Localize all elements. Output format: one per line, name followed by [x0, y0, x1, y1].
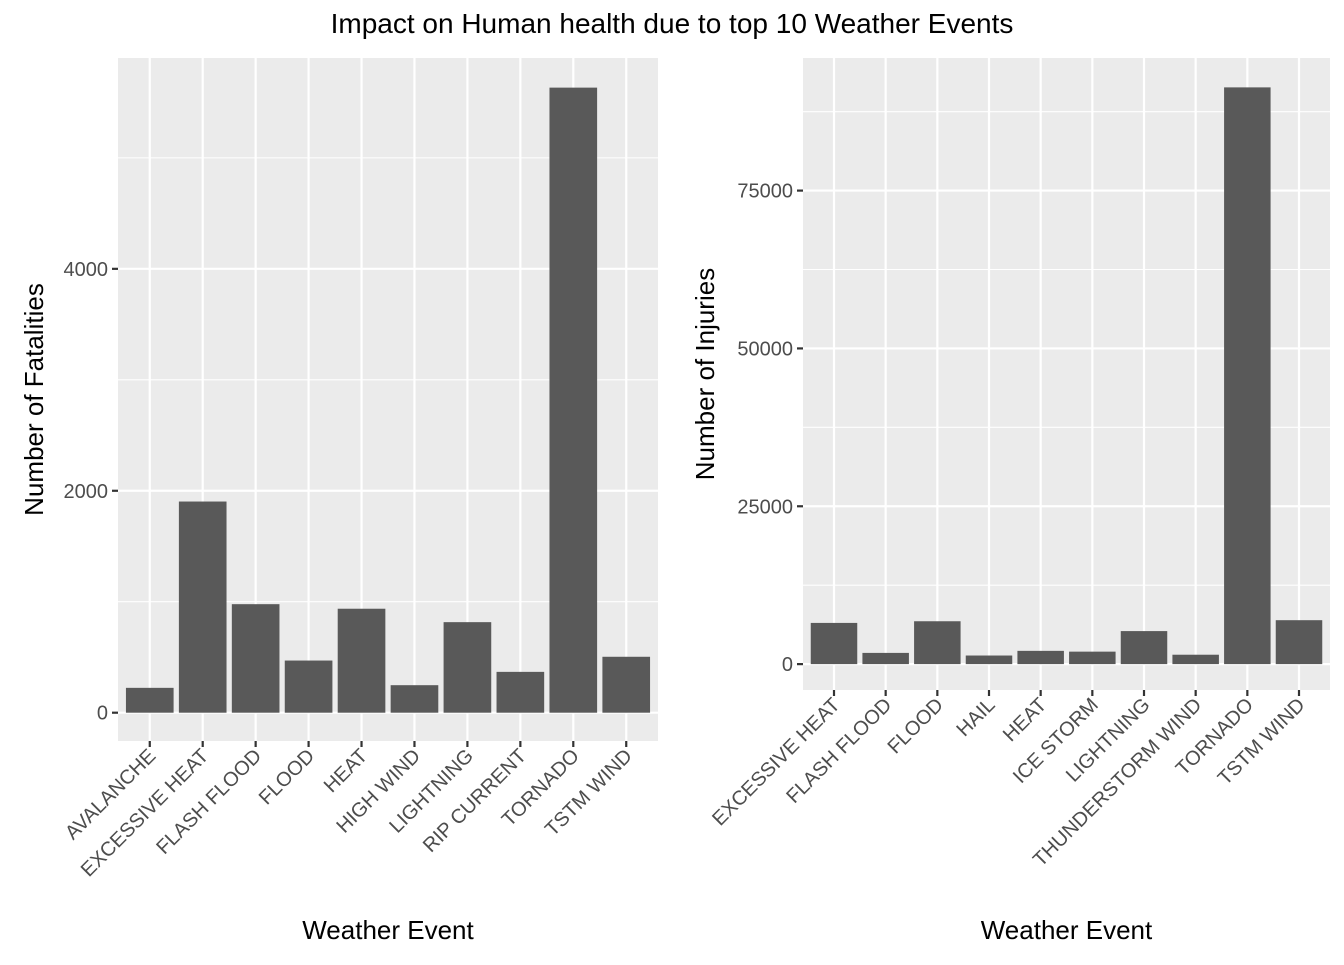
- bar-heat: [337, 608, 386, 713]
- y-tick-label: 50000: [737, 338, 793, 360]
- bar-flood: [914, 621, 961, 665]
- bar-rip-current: [496, 671, 545, 713]
- bar-tornado: [1224, 87, 1271, 665]
- y-tick-label: 4000: [64, 259, 109, 281]
- bar-hail: [965, 655, 1013, 665]
- bar-excessive-heat: [178, 501, 227, 713]
- bar-tornado: [549, 87, 598, 713]
- bar-tstm-wind: [602, 656, 651, 713]
- x-tick-label-hail: HAIL: [953, 694, 1000, 741]
- bar-excessive-heat: [810, 622, 858, 665]
- chart-title: Impact on Human health due to top 10 Wea…: [331, 8, 1014, 39]
- x-axis-title: Weather Event: [302, 915, 474, 945]
- bar-high-wind: [390, 685, 439, 713]
- bar-lightning: [443, 622, 492, 713]
- x-tick-label-flood: FLOOD: [255, 745, 319, 809]
- y-tick-label: 2000: [64, 481, 109, 503]
- y-tick-label: 0: [782, 654, 793, 676]
- y-tick-label: 0: [97, 703, 108, 725]
- y-tick-label: 75000: [737, 181, 793, 203]
- y-tick-label: 25000: [737, 496, 793, 518]
- bar-lightning: [1120, 631, 1168, 665]
- bar-flash-flood: [231, 604, 280, 713]
- bar-flash-flood: [862, 652, 909, 665]
- bar-thunderstorm-wind: [1172, 654, 1219, 665]
- y-axis-title: Number of Fatalities: [19, 283, 49, 516]
- bar-flood: [284, 660, 333, 713]
- bar-ice-storm: [1069, 651, 1116, 665]
- y-axis-title: Number of Injuries: [690, 268, 720, 480]
- bar-tstm-wind: [1275, 620, 1323, 665]
- bar-avalanche: [125, 687, 174, 713]
- x-tick-label-flood: FLOOD: [884, 694, 948, 758]
- x-tick-label-avalanche: AVALANCHE: [61, 745, 160, 844]
- bar-heat: [1017, 650, 1064, 665]
- x-axis-title: Weather Event: [981, 915, 1153, 945]
